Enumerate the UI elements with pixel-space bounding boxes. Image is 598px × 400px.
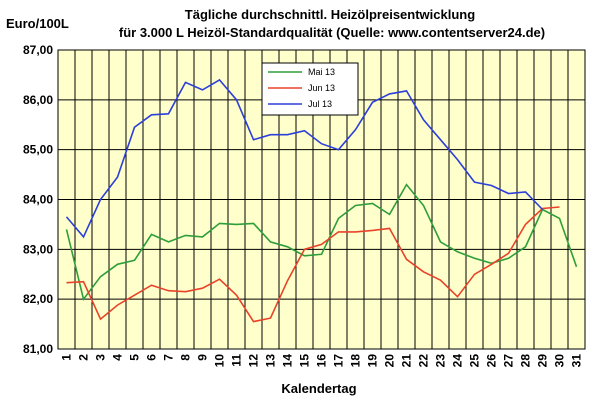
x-tick-label: 2 [77, 354, 91, 361]
series-line-mai-13 [65, 183, 578, 302]
x-tick-label: 4 [111, 354, 125, 361]
x-tick-label: 23 [434, 354, 448, 368]
x-tick-label: 3 [94, 354, 108, 361]
series-line-jul-13 [65, 78, 544, 239]
x-tick-label: 15 [298, 354, 312, 368]
y-tick-label: 82,00 [23, 292, 53, 306]
x-tick-label: 29 [536, 354, 550, 368]
x-tick-labels: 1 2 3 4 5 6 7 8 9 10 11 12 13 14 15 16 17 18 19 20 21 22 23 24 2… [60, 354, 584, 368]
x-tick-label: 19 [366, 354, 380, 368]
legend-items: Mai 13 Jun 13 Jul 13 [268, 67, 335, 109]
series-line-jun-13 [66, 206, 560, 323]
x-tick-label: 6 [145, 354, 159, 361]
x-tick-label: 18 [349, 354, 363, 368]
x-tick-label: 12 [247, 354, 261, 368]
x-tick-label: 24 [451, 354, 465, 368]
x-axis-label: Kalendertag [281, 381, 356, 396]
x-tick-label: 28 [519, 354, 533, 368]
x-tick-label: 9 [196, 354, 210, 361]
legend-label: Mai 13 [308, 67, 335, 77]
y-axis-label: Euro/100L [6, 16, 69, 31]
y-tick-label: 83,00 [23, 242, 53, 256]
x-tick-label: 14 [281, 354, 295, 368]
chart-title-line1: Tägliche durchschnittl. Heizölpreisentwi… [185, 7, 475, 22]
legend-label: Jun 13 [308, 83, 335, 93]
y-tick-label: 87,00 [23, 43, 53, 57]
x-tick-label: 31 [570, 354, 584, 368]
x-tick-label: 11 [230, 354, 244, 367]
x-tick-label: 22 [417, 354, 431, 368]
x-tick-label: 17 [332, 354, 346, 368]
x-tick-label: 8 [179, 354, 193, 361]
y-tick-label: 86,00 [23, 93, 53, 107]
plot-border [57, 49, 586, 350]
y-tick-label: 84,00 [23, 193, 53, 207]
x-tick-label: 26 [485, 354, 499, 368]
x-tick-label: 13 [264, 354, 278, 368]
x-tick-label: 1 [60, 354, 74, 361]
x-tick-label: 5 [128, 354, 142, 361]
x-tick-label: 27 [502, 354, 516, 368]
x-tick-label: 20 [383, 354, 397, 368]
chart-title-line2: für 3.000 L Heizöl-Standardqualität (Que… [119, 25, 545, 40]
x-tick-label: 25 [468, 354, 482, 368]
x-tick-label: 21 [400, 354, 414, 368]
legend-label: Jul 13 [308, 99, 332, 109]
x-tick-label: 16 [315, 354, 329, 368]
y-tick-label: 85,00 [23, 143, 53, 157]
y-tick-label: 81,00 [23, 342, 53, 356]
x-tick-label: 30 [553, 354, 567, 368]
legend: Mai 13 Jun 13 Jul 13 [261, 62, 359, 116]
y-tick-labels: 81,00 82,00 83,00 84,00 85,00 86,00 87,00 [23, 43, 53, 356]
x-tick-label: 7 [162, 354, 176, 361]
x-tick-label: 10 [213, 354, 227, 368]
series-lines [65, 78, 578, 323]
